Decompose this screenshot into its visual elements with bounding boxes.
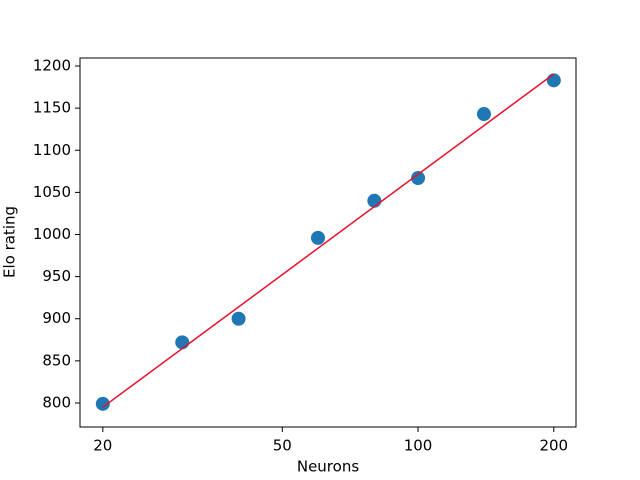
data-point [411,171,426,186]
x-tick-label: 20 [93,437,112,455]
y-tick-label: 850 [42,351,71,369]
y-tick-label: 900 [42,309,71,327]
x-tick-label: 50 [273,437,292,455]
y-tick-label: 1050 [33,183,71,201]
x-tick-label: 100 [404,437,433,455]
y-axis-label: Elo rating [1,206,19,278]
y-tick-label: 1000 [33,225,71,243]
data-point [310,230,325,245]
data-point [175,335,190,350]
data-point [476,107,491,122]
data-point [95,396,110,411]
y-tick-label: 1200 [33,57,71,75]
y-tick-label: 1150 [33,99,71,117]
x-axis-label: Neurons [297,458,359,476]
plot-frame [79,57,577,428]
data-point [546,73,561,88]
y-tick-label: 800 [42,393,71,411]
x-tick-label: 200 [539,437,568,455]
y-tick-label: 1100 [33,141,71,159]
data-point [231,311,246,326]
y-tick-label: 950 [42,267,71,285]
fit-line [102,73,555,408]
